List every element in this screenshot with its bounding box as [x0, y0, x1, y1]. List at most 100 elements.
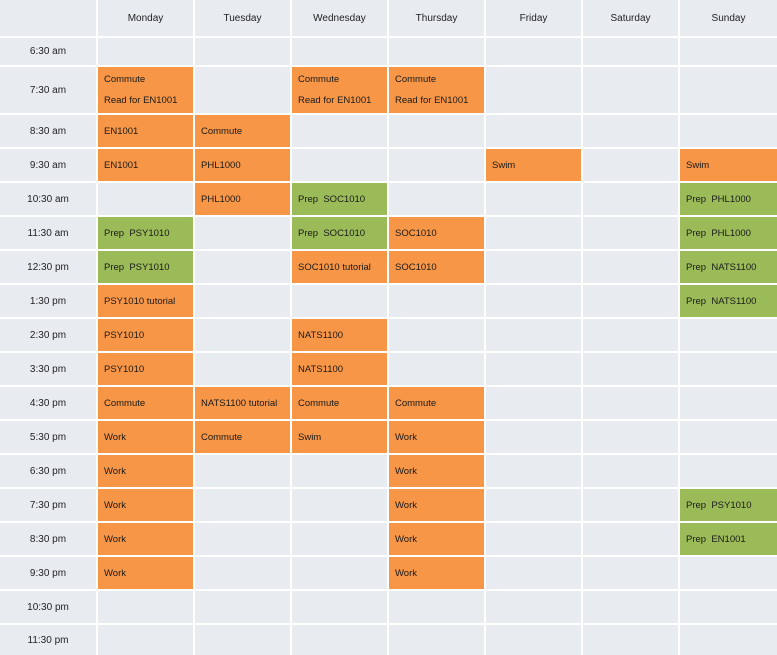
event-block[interactable]: Work: [389, 489, 484, 521]
schedule-slot[interactable]: [583, 455, 678, 487]
schedule-slot[interactable]: [98, 591, 193, 623]
event-block[interactable]: Prep SOC1010: [292, 217, 387, 249]
schedule-slot[interactable]: [292, 625, 387, 655]
schedule-slot[interactable]: [195, 455, 290, 487]
event-block[interactable]: Work: [389, 455, 484, 487]
schedule-slot[interactable]: [486, 353, 581, 385]
schedule-slot[interactable]: [583, 251, 678, 283]
schedule-slot[interactable]: [680, 38, 777, 65]
schedule-slot[interactable]: [486, 557, 581, 589]
event-block[interactable]: Commute: [389, 387, 484, 419]
event-block[interactable]: Swim: [486, 149, 581, 181]
event-block[interactable]: Swim: [292, 421, 387, 453]
schedule-slot[interactable]: [292, 115, 387, 147]
schedule-slot[interactable]: [195, 591, 290, 623]
event-block[interactable]: EN1001: [98, 115, 193, 147]
schedule-slot[interactable]: [389, 319, 484, 351]
schedule-slot[interactable]: [292, 523, 387, 555]
schedule-slot[interactable]: [680, 115, 777, 147]
schedule-slot[interactable]: [389, 115, 484, 147]
schedule-slot[interactable]: [98, 38, 193, 65]
event-block[interactable]: SOC1010: [389, 217, 484, 249]
event-block[interactable]: Work: [389, 523, 484, 555]
schedule-slot[interactable]: [680, 625, 777, 655]
schedule-slot[interactable]: [486, 115, 581, 147]
schedule-slot[interactable]: [486, 183, 581, 215]
event-block[interactable]: Commute Read for EN1001: [389, 67, 484, 113]
schedule-slot[interactable]: [583, 625, 678, 655]
schedule-slot[interactable]: [583, 38, 678, 65]
schedule-slot[interactable]: [389, 625, 484, 655]
schedule-slot[interactable]: [486, 625, 581, 655]
schedule-slot[interactable]: [486, 387, 581, 419]
schedule-slot[interactable]: [292, 591, 387, 623]
event-block[interactable]: Commute Read for EN1001: [98, 67, 193, 113]
schedule-slot[interactable]: [583, 319, 678, 351]
event-block[interactable]: Prep PSY1010: [98, 217, 193, 249]
schedule-slot[interactable]: [486, 67, 581, 113]
schedule-slot[interactable]: [292, 149, 387, 181]
event-block[interactable]: Work: [98, 523, 193, 555]
event-block[interactable]: Prep PSY1010: [680, 489, 777, 521]
schedule-slot[interactable]: [195, 625, 290, 655]
event-block[interactable]: Prep PHL1000: [680, 217, 777, 249]
schedule-slot[interactable]: [389, 38, 484, 65]
event-block[interactable]: EN1001: [98, 149, 193, 181]
event-block[interactable]: Prep EN1001: [680, 523, 777, 555]
schedule-slot[interactable]: [195, 489, 290, 521]
schedule-slot[interactable]: [98, 183, 193, 215]
schedule-slot[interactable]: [583, 183, 678, 215]
schedule-slot[interactable]: [583, 591, 678, 623]
schedule-slot[interactable]: [195, 523, 290, 555]
schedule-slot[interactable]: [195, 557, 290, 589]
schedule-slot[interactable]: [486, 285, 581, 317]
event-block[interactable]: Prep NATS1100: [680, 251, 777, 283]
schedule-slot[interactable]: [195, 217, 290, 249]
event-block[interactable]: PHL1000: [195, 183, 290, 215]
schedule-slot[interactable]: [486, 591, 581, 623]
event-block[interactable]: PSY1010: [98, 353, 193, 385]
event-block[interactable]: Work: [98, 557, 193, 589]
event-block[interactable]: Work: [98, 455, 193, 487]
schedule-slot[interactable]: [583, 523, 678, 555]
schedule-slot[interactable]: [292, 489, 387, 521]
schedule-slot[interactable]: [292, 38, 387, 65]
event-block[interactable]: Work: [389, 557, 484, 589]
schedule-slot[interactable]: [583, 557, 678, 589]
event-block[interactable]: Commute Read for EN1001: [292, 67, 387, 113]
schedule-slot[interactable]: [195, 38, 290, 65]
event-block[interactable]: Prep PSY1010: [98, 251, 193, 283]
event-block[interactable]: Commute: [195, 115, 290, 147]
schedule-slot[interactable]: [389, 591, 484, 623]
event-block[interactable]: Prep NATS1100: [680, 285, 777, 317]
schedule-slot[interactable]: [486, 455, 581, 487]
schedule-slot[interactable]: [486, 319, 581, 351]
event-block[interactable]: Work: [98, 421, 193, 453]
event-block[interactable]: Commute: [292, 387, 387, 419]
schedule-slot[interactable]: [680, 455, 777, 487]
event-block[interactable]: SOC1010: [389, 251, 484, 283]
event-block[interactable]: Work: [389, 421, 484, 453]
schedule-slot[interactable]: [292, 285, 387, 317]
schedule-slot[interactable]: [389, 353, 484, 385]
schedule-slot[interactable]: [680, 319, 777, 351]
event-block[interactable]: NATS1100: [292, 319, 387, 351]
schedule-slot[interactable]: [195, 251, 290, 283]
schedule-slot[interactable]: [292, 557, 387, 589]
schedule-slot[interactable]: [195, 285, 290, 317]
schedule-slot[interactable]: [583, 67, 678, 113]
schedule-slot[interactable]: [486, 523, 581, 555]
schedule-slot[interactable]: [389, 285, 484, 317]
schedule-slot[interactable]: [195, 67, 290, 113]
schedule-slot[interactable]: [680, 557, 777, 589]
schedule-slot[interactable]: [583, 149, 678, 181]
event-block[interactable]: Prep SOC1010: [292, 183, 387, 215]
event-block[interactable]: SOC1010 tutorial: [292, 251, 387, 283]
schedule-slot[interactable]: [583, 421, 678, 453]
event-block[interactable]: Prep PHL1000: [680, 183, 777, 215]
event-block[interactable]: PSY1010: [98, 319, 193, 351]
event-block[interactable]: NATS1100: [292, 353, 387, 385]
schedule-slot[interactable]: [583, 285, 678, 317]
event-block[interactable]: PHL1000: [195, 149, 290, 181]
event-block[interactable]: PSY1010 tutorial: [98, 285, 193, 317]
